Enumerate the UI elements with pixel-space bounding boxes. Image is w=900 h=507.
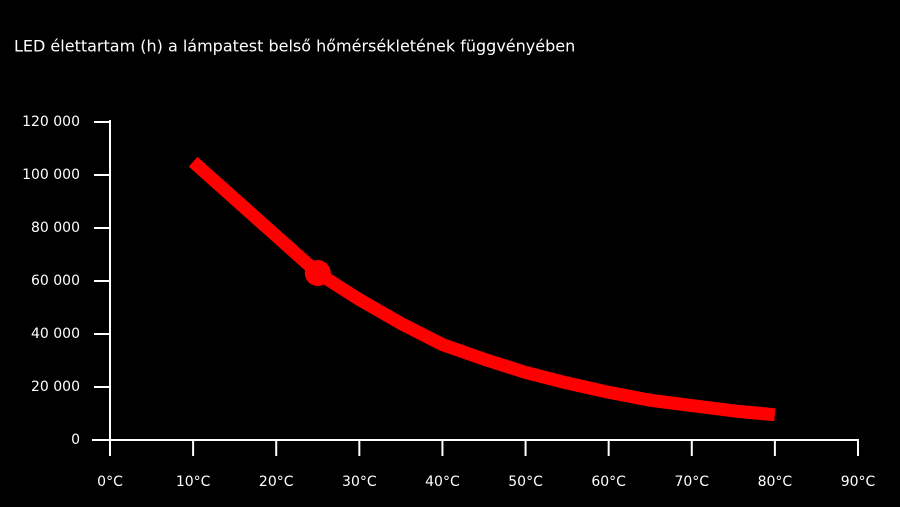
y-tick-label: 20 000	[31, 379, 80, 395]
x-tick-label: 40°C	[425, 474, 460, 490]
x-tick-label: 80°C	[758, 474, 793, 490]
x-tick-label: 60°C	[591, 474, 626, 490]
x-tick-label: 90°C	[841, 474, 876, 490]
x-tick-label: 30°C	[342, 474, 377, 490]
y-tick-label: 0	[71, 432, 80, 448]
y-tick-label: 40 000	[31, 326, 80, 342]
x-tick-label: 0°C	[97, 474, 123, 490]
x-tick-label: 50°C	[508, 474, 543, 490]
highlight-point	[304, 260, 331, 287]
x-tick-label: 10°C	[176, 474, 211, 490]
x-tick-label: 20°C	[259, 474, 294, 490]
y-tick-label: 60 000	[31, 273, 80, 289]
x-tick-label: 70°C	[674, 474, 709, 490]
y-tick-label: 100 000	[22, 167, 80, 183]
y-tick-label: 120 000	[22, 114, 80, 130]
y-tick-label: 80 000	[31, 220, 80, 236]
chart-title: LED élettartam (h) a lámpatest belső hőm…	[14, 37, 575, 56]
line-series	[188, 156, 776, 422]
